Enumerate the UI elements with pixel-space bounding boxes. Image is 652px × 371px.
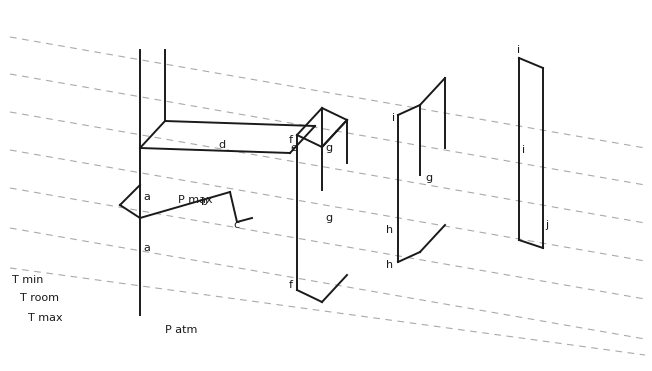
Text: a: a bbox=[143, 192, 150, 202]
Text: T max: T max bbox=[28, 313, 63, 323]
Text: a: a bbox=[143, 243, 150, 253]
Text: h: h bbox=[386, 260, 393, 270]
Text: c: c bbox=[233, 220, 239, 230]
Text: g: g bbox=[425, 173, 432, 183]
Text: P max: P max bbox=[178, 195, 213, 205]
Text: T room: T room bbox=[20, 293, 59, 303]
Text: e: e bbox=[290, 143, 297, 153]
Text: i: i bbox=[392, 113, 395, 123]
Text: g: g bbox=[325, 143, 332, 153]
Text: f: f bbox=[289, 280, 293, 290]
Text: j: j bbox=[545, 220, 548, 230]
Text: g: g bbox=[325, 213, 332, 223]
Text: P atm: P atm bbox=[165, 325, 198, 335]
Text: d: d bbox=[218, 140, 226, 150]
Text: b: b bbox=[201, 197, 209, 207]
Text: f: f bbox=[289, 135, 293, 145]
Text: T min: T min bbox=[12, 275, 44, 285]
Text: i: i bbox=[522, 145, 525, 155]
Text: i: i bbox=[518, 45, 520, 55]
Text: h: h bbox=[386, 225, 393, 235]
